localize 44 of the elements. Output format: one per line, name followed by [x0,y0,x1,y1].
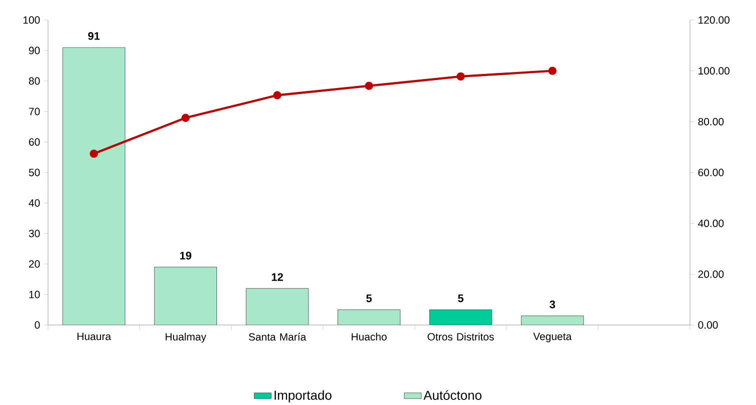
bar [154,266,217,325]
y-tick-label: 30 [28,230,40,238]
bar [338,309,400,325]
bar [521,316,584,325]
point [181,114,190,122]
data-label: 5 [458,294,464,302]
x-tick-label: Santa María [248,332,306,341]
bar [429,309,492,325]
y-tick-label: 100 [23,16,40,24]
x-tick-label: Vegueta [533,332,572,342]
data-label: 3 [550,300,556,308]
y2-tick-label: 40.00 [698,219,724,227]
point [273,91,282,100]
x-tick-label: Huaura [78,332,112,340]
point [456,72,465,80]
y-tick-label: 40 [28,199,40,207]
point [90,149,98,158]
point [364,82,374,90]
data-label: 19 [180,252,192,260]
y2-tick-label: 0.00 [698,321,718,329]
y2-tick-label: 120.00 [698,16,730,24]
x-tick-label: Hualmay [166,332,206,342]
y-tick-label: 70 [29,108,40,116]
y2-tick-label: 80.00 [698,118,724,126]
y-tick-label: 20 [29,260,40,268]
y-tick-label: 90 [29,46,40,54]
point [548,66,557,75]
y-tick-label: 80 [28,77,40,85]
bar [246,288,309,325]
data-label: 91 [88,32,100,40]
x-tick-label: Otros Distritos [428,332,494,340]
x-tick-label: Huacho [352,332,387,340]
data-label: 5 [366,294,372,302]
y-tick-label: 60 [29,138,40,146]
y-tick-label: 0 [34,321,40,329]
legend-label: Autóctono [423,390,482,400]
y2-tick-label: 60.00 [698,168,724,176]
bar [62,47,126,325]
y-tick-label: 10 [29,290,40,298]
y2-tick-label: 100.00 [698,66,730,74]
data-label: 12 [272,273,283,281]
y2-tick-label: 20.00 [698,270,724,278]
legend-label: Importado [274,390,332,402]
y-tick-label: 50 [28,168,40,176]
